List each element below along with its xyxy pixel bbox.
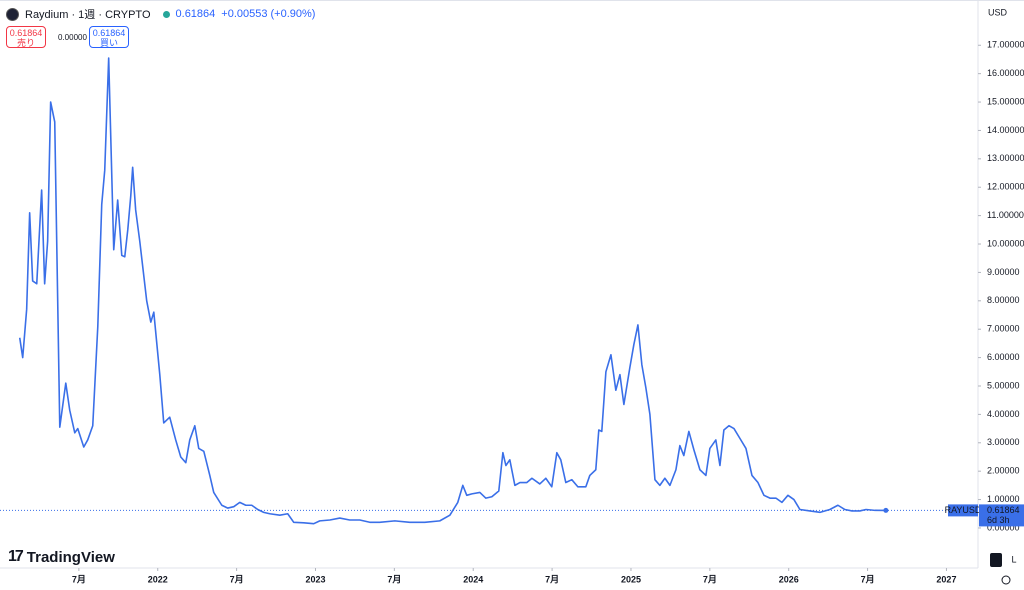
settings-button[interactable]	[1001, 575, 1011, 585]
y-tick-label: 9.00000	[987, 267, 1020, 277]
y-tick-label: 3.00000	[987, 437, 1020, 447]
sell-label: 売り	[16, 38, 35, 48]
corner-button-label: L	[1011, 554, 1016, 564]
brand-logo[interactable]: 17 TradingView	[8, 548, 115, 566]
x-tick-label: 2024	[463, 574, 483, 584]
x-tick-label: 2023	[305, 574, 325, 584]
y-tick-label: 16.00000	[987, 68, 1024, 78]
y-tick-label: 6.00000	[987, 352, 1020, 362]
y-tick-label: 10.00000	[987, 238, 1024, 248]
y-tick-label: 14.00000	[987, 125, 1024, 135]
symbol-tag-label: RAYUSD	[945, 505, 982, 515]
x-tick-label: 2022	[148, 574, 168, 584]
sell-button[interactable]: 0.61864 売り	[6, 26, 46, 48]
symbol-tag	[948, 504, 978, 517]
y-tick-label: 7.00000	[987, 324, 1020, 334]
y-tick-label: 5.00000	[987, 380, 1020, 390]
countdown-label: 6d 3h	[987, 515, 1010, 525]
y-tick-label: 17.00000	[987, 40, 1024, 50]
x-tick-label: 2027	[936, 574, 956, 584]
x-tick-label: 7月	[861, 574, 875, 584]
price: 0.61864	[175, 8, 216, 20]
price-line	[18, 57, 886, 525]
brand-mark: 17	[8, 548, 24, 565]
x-tick-label: 7月	[230, 574, 244, 584]
legend-header: Raydium · 1週 · CRYPTO 0.61864 +0.00553 (…	[6, 6, 315, 22]
x-tick-label: 7月	[545, 574, 559, 584]
y-tick-label: 2.00000	[987, 466, 1020, 476]
x-tick-label: 7月	[72, 574, 86, 584]
y-tick-label: 1.00000	[987, 494, 1020, 504]
x-tick-label: 2025	[621, 574, 641, 584]
market-status	[162, 10, 170, 18]
y-tick-label: 8.00000	[987, 295, 1020, 305]
y-tick-label: 0.00000	[987, 522, 1020, 532]
y-tick-label: 4.00000	[987, 409, 1020, 419]
x-tick-label: 2026	[779, 574, 799, 584]
y-tick-label: 11.00000	[987, 210, 1024, 220]
y-tick-label: 13.00000	[987, 153, 1024, 163]
y-tick-label: 12.00000	[987, 182, 1024, 192]
x-tick-label: 7月	[703, 574, 717, 584]
buy-button[interactable]: 0.61864 買い	[89, 26, 129, 48]
price-tag-label: 0.61864	[987, 505, 1020, 515]
symbol[interactable]: Raydium · 1週 · CRYPTO	[25, 9, 151, 21]
currency-label: USD	[988, 7, 1008, 17]
price-tag	[979, 504, 1024, 527]
buy-price: 0.61864	[92, 28, 126, 38]
x-tick-label: 7月	[387, 574, 401, 584]
change: +0.00553 (+0.90%)	[221, 8, 316, 20]
brand-name: TradingView	[26, 548, 115, 566]
buy-label: 買い	[99, 38, 118, 48]
sell-price: 0.61864	[9, 28, 43, 38]
spread: 0.00000	[58, 33, 87, 42]
corner-button-label: A	[993, 554, 999, 564]
auto-scale-button[interactable]	[990, 553, 1002, 567]
y-tick-label: 15.00000	[987, 96, 1024, 106]
symbol-logo	[6, 7, 19, 21]
